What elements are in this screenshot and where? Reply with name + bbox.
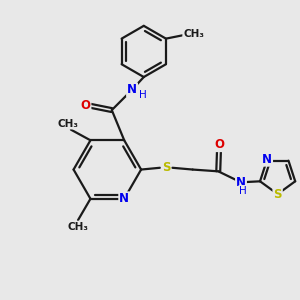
Text: O: O <box>214 138 224 151</box>
Text: S: S <box>273 188 282 201</box>
Text: CH₃: CH₃ <box>58 118 79 129</box>
Text: H: H <box>239 186 247 196</box>
Text: H: H <box>139 90 147 100</box>
Text: O: O <box>80 99 91 112</box>
Text: S: S <box>162 161 170 174</box>
Text: CH₃: CH₃ <box>183 29 204 39</box>
Text: N: N <box>119 192 129 205</box>
Text: N: N <box>127 83 137 96</box>
Text: N: N <box>262 153 272 166</box>
Text: CH₃: CH₃ <box>68 221 88 232</box>
Text: N: N <box>236 176 246 189</box>
